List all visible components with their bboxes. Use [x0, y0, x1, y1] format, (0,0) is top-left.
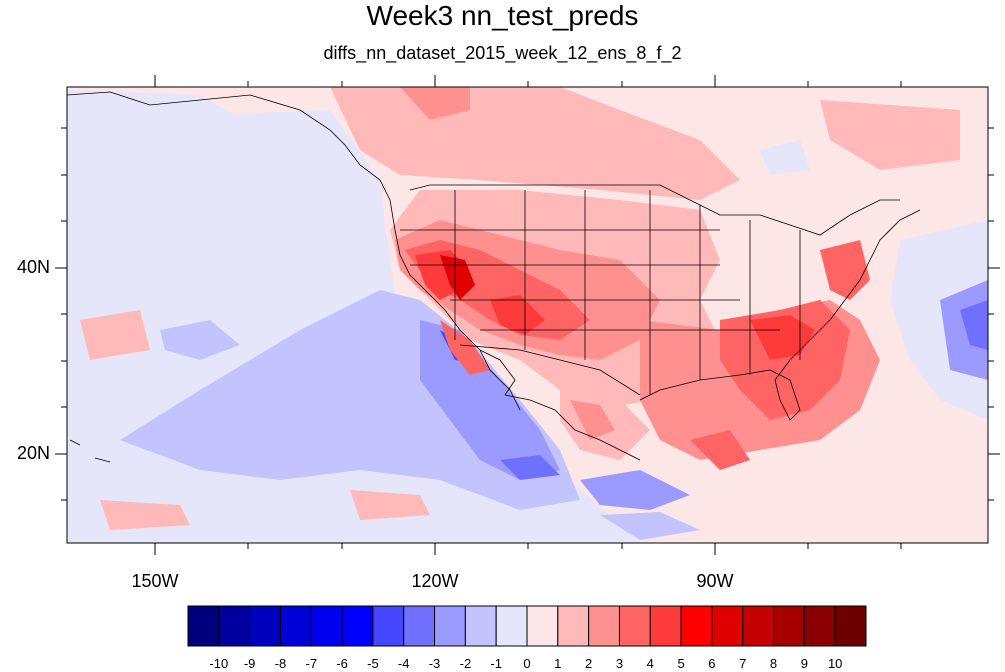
lon-label-120w: 120W: [411, 571, 459, 591]
colorbar-swatch: [803, 605, 836, 647]
colorbar-swatch: [187, 605, 220, 647]
colorbar: [187, 605, 867, 647]
colorbar-swatch: [310, 605, 343, 647]
colorbar-swatch: [464, 605, 497, 647]
colorbar-tick-label: 5: [677, 656, 685, 671]
lon-label-90w: 90W: [696, 571, 734, 591]
colorbar-tick-label: -6: [336, 656, 348, 671]
colorbar-swatch: [218, 605, 251, 647]
colorbar-swatch: [711, 605, 744, 647]
colorbar-tick-label: -7: [305, 656, 318, 671]
colorbar-tick-label: 10: [827, 656, 843, 671]
colorbar-swatch: [649, 605, 682, 647]
axis-ticks: [55, 75, 1000, 555]
colorbar-swatch: [249, 605, 281, 647]
colorbar-swatch: [588, 605, 620, 647]
colorbar-tick-label: -8: [274, 656, 287, 671]
colorbar-swatch: [618, 605, 651, 647]
lat-label-40n: 40N: [16, 257, 50, 277]
colorbar-tick-label: 3: [615, 656, 624, 671]
map-field: [67, 87, 988, 543]
map-boundaries: [67, 91, 921, 463]
colorbar-tick-label: -1: [490, 656, 502, 671]
colorbar-swatch: [403, 605, 436, 647]
colorbar-tick-label: 7: [739, 656, 747, 671]
colorbar-tick-label: 0: [523, 656, 531, 671]
colorbar-tick-label: -3: [428, 656, 441, 671]
colorbar-swatch: [773, 605, 805, 647]
colorbar-tick-label: 8: [769, 656, 778, 671]
colorbar-tick-label: 4: [646, 656, 654, 671]
lon-label-150w: 150W: [131, 571, 179, 591]
colorbar-swatch: [372, 605, 405, 647]
colorbar-tick-label: 1: [554, 656, 562, 671]
map-title: Week3 nn_test_preds: [366, 0, 639, 31]
colorbar-tick-label: 9: [800, 656, 808, 671]
colorbar-swatch: [526, 605, 559, 647]
colorbar-swatch: [495, 605, 528, 647]
colorbar-tick-label: -4: [397, 656, 410, 671]
colorbar-swatch: [742, 605, 775, 647]
map-subtitle: diffs_nn_dataset_2015_week_12_ens_8_f_2: [323, 43, 682, 63]
colorbar-swatch: [341, 605, 374, 647]
colorbar-tick-label: -5: [367, 656, 379, 671]
colorbar-swatch: [434, 605, 466, 647]
colorbar-tick-label: 6: [708, 656, 716, 671]
colorbar-tick-label: -2: [459, 656, 472, 671]
colorbar-tick-label: -9: [243, 656, 256, 671]
colorbar-swatch: [680, 605, 713, 647]
colorbar-swatch: [557, 605, 590, 647]
lat-label-20n: 20N: [16, 443, 50, 463]
colorbar-swatch: [834, 605, 867, 647]
colorbar-swatch: [279, 605, 312, 647]
colorbar-tick-label: -10: [209, 656, 229, 671]
colorbar-tick-label: 2: [584, 656, 593, 671]
